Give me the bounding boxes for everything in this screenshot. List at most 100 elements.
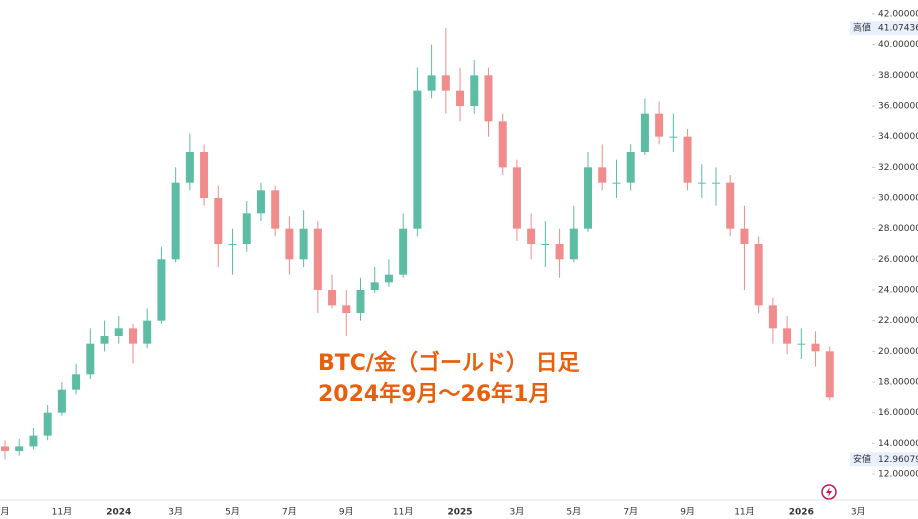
y-tick-label: 26.00000 — [878, 255, 918, 265]
x-tick-label: 11月 — [734, 507, 754, 516]
price-tag-value: 12.96079 — [878, 455, 918, 465]
price-tag — [850, 21, 918, 36]
candle-body — [228, 244, 237, 245]
candle-body — [712, 182, 720, 184]
y-tick-label: 16.00000 — [878, 408, 918, 418]
price-tag-value: 41.07436 — [878, 24, 918, 34]
lightning-icon[interactable] — [821, 484, 837, 500]
candle-body — [29, 435, 38, 447]
candle-body — [484, 75, 493, 122]
candle-body — [427, 75, 436, 91]
y-tick-label: 22.00000 — [878, 316, 918, 326]
candle-body — [683, 136, 692, 183]
candle-body — [171, 182, 180, 260]
candle-body — [72, 374, 81, 390]
price-tag — [850, 452, 918, 467]
candle-body — [498, 121, 507, 168]
x-tick-label: 7月 — [282, 507, 297, 516]
candle-body — [143, 320, 152, 344]
y-tick-label: 20.00000 — [878, 347, 918, 357]
x-tick-label: 3月 — [168, 507, 183, 516]
candle-body — [342, 305, 351, 313]
candle-body — [555, 244, 564, 260]
candle-body — [612, 182, 621, 184]
candle-body — [768, 305, 777, 329]
chart-title: BTC/金（ゴールド） 日足 — [318, 350, 580, 376]
candle-body — [740, 228, 749, 244]
candle-body — [328, 290, 337, 306]
candle-body — [783, 328, 792, 344]
y-tick-label: 36.00000 — [878, 102, 918, 112]
candle-body — [1, 446, 9, 451]
y-tick-label: 18.00000 — [878, 378, 918, 388]
candle-body — [441, 75, 450, 91]
y-tick-label: 42.00000 — [878, 10, 918, 20]
candle-body — [584, 167, 593, 229]
candle-body — [313, 228, 322, 290]
candle-body — [598, 167, 607, 183]
x-tick-label: 11月 — [393, 507, 413, 516]
candle-body — [541, 244, 550, 245]
candle-body — [456, 90, 465, 106]
price-tag-title: 安値 — [853, 453, 871, 465]
candle-body — [640, 113, 649, 152]
x-tick-label: 2024 — [106, 508, 131, 516]
candle-body — [86, 343, 95, 375]
y-tick-label: 30.00000 — [878, 194, 918, 204]
candle-body — [356, 290, 365, 313]
candle-body — [57, 389, 66, 413]
candle-body — [100, 336, 109, 344]
candle-body — [825, 351, 834, 398]
chart-subtitle: 2024年9月～26年1月 — [318, 381, 550, 407]
candle-body — [797, 343, 806, 345]
y-tick-label: 32.00000 — [878, 163, 918, 173]
candle-body — [470, 75, 479, 106]
candle-body — [43, 412, 52, 436]
x-tick-label: 11月 — [52, 507, 72, 516]
candle-body — [214, 198, 223, 244]
x-tick-label: 2026 — [789, 508, 814, 516]
x-tick-label: 3月 — [510, 507, 525, 516]
x-tick-label: 7月 — [623, 507, 638, 516]
candle-body — [114, 328, 123, 336]
price-tag-title: 高値 — [853, 22, 871, 34]
candle-body — [399, 228, 408, 275]
candle-body — [512, 167, 521, 229]
candle-body — [726, 182, 735, 229]
candle-body — [285, 228, 294, 260]
y-tick-label: 12.00000 — [878, 470, 918, 480]
candle-body — [299, 228, 308, 260]
x-tick-label: 2025 — [448, 508, 473, 516]
y-tick-label: 38.00000 — [878, 71, 918, 81]
candle-body — [128, 328, 137, 344]
y-tick-label: 40.00000 — [878, 40, 918, 50]
x-tick-label: 5月 — [566, 507, 581, 516]
candle-body — [242, 213, 251, 244]
candle-body — [569, 228, 578, 260]
candle-body — [527, 228, 536, 244]
candle-body — [15, 446, 24, 451]
candle-body — [370, 282, 379, 290]
y-tick-label: 34.00000 — [878, 132, 918, 142]
candle-body — [271, 190, 280, 229]
candle-body — [157, 259, 166, 321]
candle-body — [413, 90, 422, 229]
candle-body — [754, 244, 763, 306]
candle-body — [626, 152, 635, 183]
candle-body — [384, 274, 393, 283]
candle-body — [256, 190, 265, 214]
candle-body — [655, 113, 664, 137]
y-tick-label: 24.00000 — [878, 286, 918, 296]
x-tick-label: 9月 — [680, 507, 695, 516]
candle-body — [697, 182, 706, 184]
candle-body — [200, 152, 209, 198]
y-tick-label: 14.00000 — [878, 439, 918, 449]
x-tick-label: 9月 — [339, 507, 354, 516]
x-tick-label: 3月 — [851, 507, 866, 516]
x-tick-label: 月 — [0, 507, 9, 516]
x-tick-label: 5月 — [225, 507, 240, 516]
candle-body — [811, 343, 820, 352]
candle-body — [669, 136, 678, 138]
y-tick-label: 28.00000 — [878, 224, 918, 234]
